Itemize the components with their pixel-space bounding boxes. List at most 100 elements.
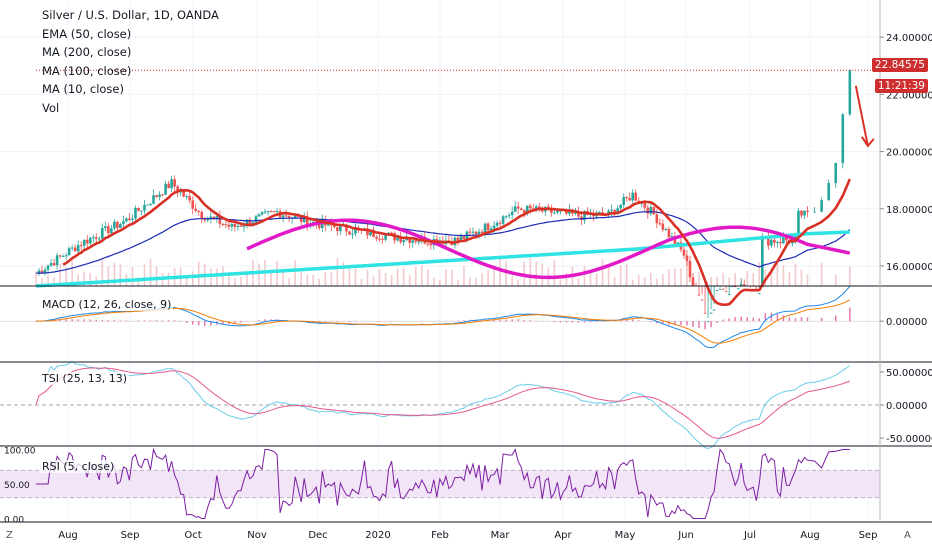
volume-bar bbox=[216, 268, 218, 286]
legend-ema50[interactable]: EMA (50, close) bbox=[42, 26, 132, 41]
volume-bars bbox=[35, 258, 851, 286]
volume-bar bbox=[493, 265, 495, 286]
volume-bar bbox=[595, 273, 598, 286]
candle-body bbox=[372, 229, 375, 237]
candle-body bbox=[179, 191, 182, 193]
price-tick: 22.00000 bbox=[886, 90, 932, 101]
candle-body bbox=[161, 194, 164, 196]
candle-body bbox=[522, 209, 526, 214]
candle-body bbox=[61, 256, 65, 258]
rsi-tick: 50.00 bbox=[4, 481, 30, 491]
macd-histogram-bar bbox=[161, 320, 164, 322]
candle-body bbox=[513, 206, 517, 212]
candle-body bbox=[305, 216, 309, 227]
candle-body bbox=[673, 236, 677, 245]
candle-body bbox=[336, 227, 339, 232]
legend-ma200[interactable]: MA (200, close) bbox=[42, 45, 132, 60]
legend-ma100[interactable]: MA (100, close) bbox=[42, 63, 132, 78]
macd-histogram-bar bbox=[650, 321, 652, 323]
macd-histogram-bar bbox=[119, 320, 122, 322]
macd-histogram-bar bbox=[746, 317, 748, 322]
candle-body bbox=[272, 211, 276, 213]
macd-histogram-bar bbox=[378, 321, 381, 322]
legend-ma10[interactable]: MA (10, close) bbox=[42, 82, 124, 97]
volume-bar bbox=[800, 269, 803, 286]
candle-body bbox=[128, 218, 131, 220]
candle-body bbox=[794, 235, 797, 239]
tsi-label[interactable]: TSI (25, 13, 13) bbox=[40, 372, 130, 385]
candle-body bbox=[667, 228, 671, 238]
candle-body bbox=[649, 207, 653, 214]
candle-body bbox=[381, 238, 384, 240]
countdown-tag: 11:21:39 bbox=[874, 79, 928, 93]
volume-bar bbox=[324, 272, 327, 286]
volume-bar bbox=[631, 279, 634, 286]
main-legend: Silver / U.S. Dollar, 1D, OANDA EMA (50,… bbox=[42, 6, 219, 118]
x-tick-label: Nov bbox=[247, 530, 267, 541]
candle-body bbox=[200, 211, 204, 219]
candle-body bbox=[366, 228, 369, 236]
volume-bar bbox=[820, 262, 823, 286]
last-price-tag: 22.84575 bbox=[871, 58, 928, 72]
moving-averages bbox=[35, 178, 851, 306]
auto-scale-button[interactable]: A bbox=[904, 530, 911, 541]
candle-body bbox=[131, 218, 134, 220]
volume-bar bbox=[716, 276, 718, 286]
candle-body bbox=[49, 263, 53, 266]
macd-histogram-bar bbox=[125, 320, 128, 322]
volume-bar bbox=[234, 278, 236, 286]
candle-body bbox=[107, 226, 110, 234]
volume-bar bbox=[47, 275, 49, 286]
candle-body bbox=[339, 225, 342, 232]
macd-histogram-bar bbox=[354, 321, 357, 322]
candle-body bbox=[284, 215, 288, 217]
candle-body bbox=[137, 207, 140, 211]
macd-histogram-bar bbox=[204, 321, 206, 327]
candle-body bbox=[122, 221, 125, 225]
zoom-button[interactable]: Z bbox=[6, 530, 13, 541]
macd-histogram-bar bbox=[698, 321, 700, 328]
macd-histogram-bar bbox=[65, 319, 67, 322]
macd-tick: 0.00000 bbox=[886, 317, 927, 328]
volume-bar bbox=[372, 276, 375, 286]
candle-body bbox=[281, 215, 285, 218]
volume-bar bbox=[300, 272, 303, 286]
candle-body bbox=[706, 321, 710, 323]
volume-bar bbox=[197, 261, 200, 286]
macd-histogram-bar bbox=[849, 307, 851, 322]
macd-histogram-bar bbox=[740, 316, 742, 322]
candle-body bbox=[390, 232, 393, 234]
candle-body bbox=[691, 277, 695, 286]
candle-body bbox=[164, 183, 167, 195]
candle-body bbox=[574, 212, 577, 214]
volume-bar bbox=[83, 272, 86, 286]
macd-histogram-bar bbox=[794, 318, 797, 322]
rsi-label[interactable]: RSI (5, close) bbox=[40, 460, 117, 473]
candle-body bbox=[287, 216, 291, 219]
volume-bar bbox=[222, 266, 224, 286]
volume-bar bbox=[680, 268, 682, 286]
macd-histogram-bar bbox=[167, 320, 170, 322]
candle-body bbox=[761, 237, 764, 286]
legend-vol[interactable]: Vol bbox=[42, 100, 60, 115]
rsi-tick: 0.00 bbox=[4, 516, 24, 526]
macd-histogram-bar bbox=[523, 320, 525, 322]
candle-body bbox=[676, 242, 680, 245]
candle-body bbox=[230, 223, 234, 227]
macd-label[interactable]: MACD (12, 26, close, 9) bbox=[40, 298, 174, 311]
macd-histogram-bar bbox=[143, 320, 146, 322]
candle-body bbox=[317, 223, 321, 229]
volume-bar bbox=[686, 259, 688, 286]
candle-body bbox=[483, 223, 487, 234]
volume-bar bbox=[149, 258, 152, 286]
volume-bar bbox=[625, 264, 628, 286]
volume-bar bbox=[589, 271, 592, 286]
ma100-line bbox=[246, 218, 851, 280]
legend-symbol[interactable]: Silver / U.S. Dollar, 1D, OANDA bbox=[42, 8, 219, 22]
macd-histogram-bar bbox=[704, 321, 706, 330]
volume-bar bbox=[155, 266, 158, 286]
macd-histogram-bar bbox=[258, 320, 260, 322]
ma10-line bbox=[62, 178, 851, 306]
macd-histogram-bar bbox=[577, 321, 580, 323]
